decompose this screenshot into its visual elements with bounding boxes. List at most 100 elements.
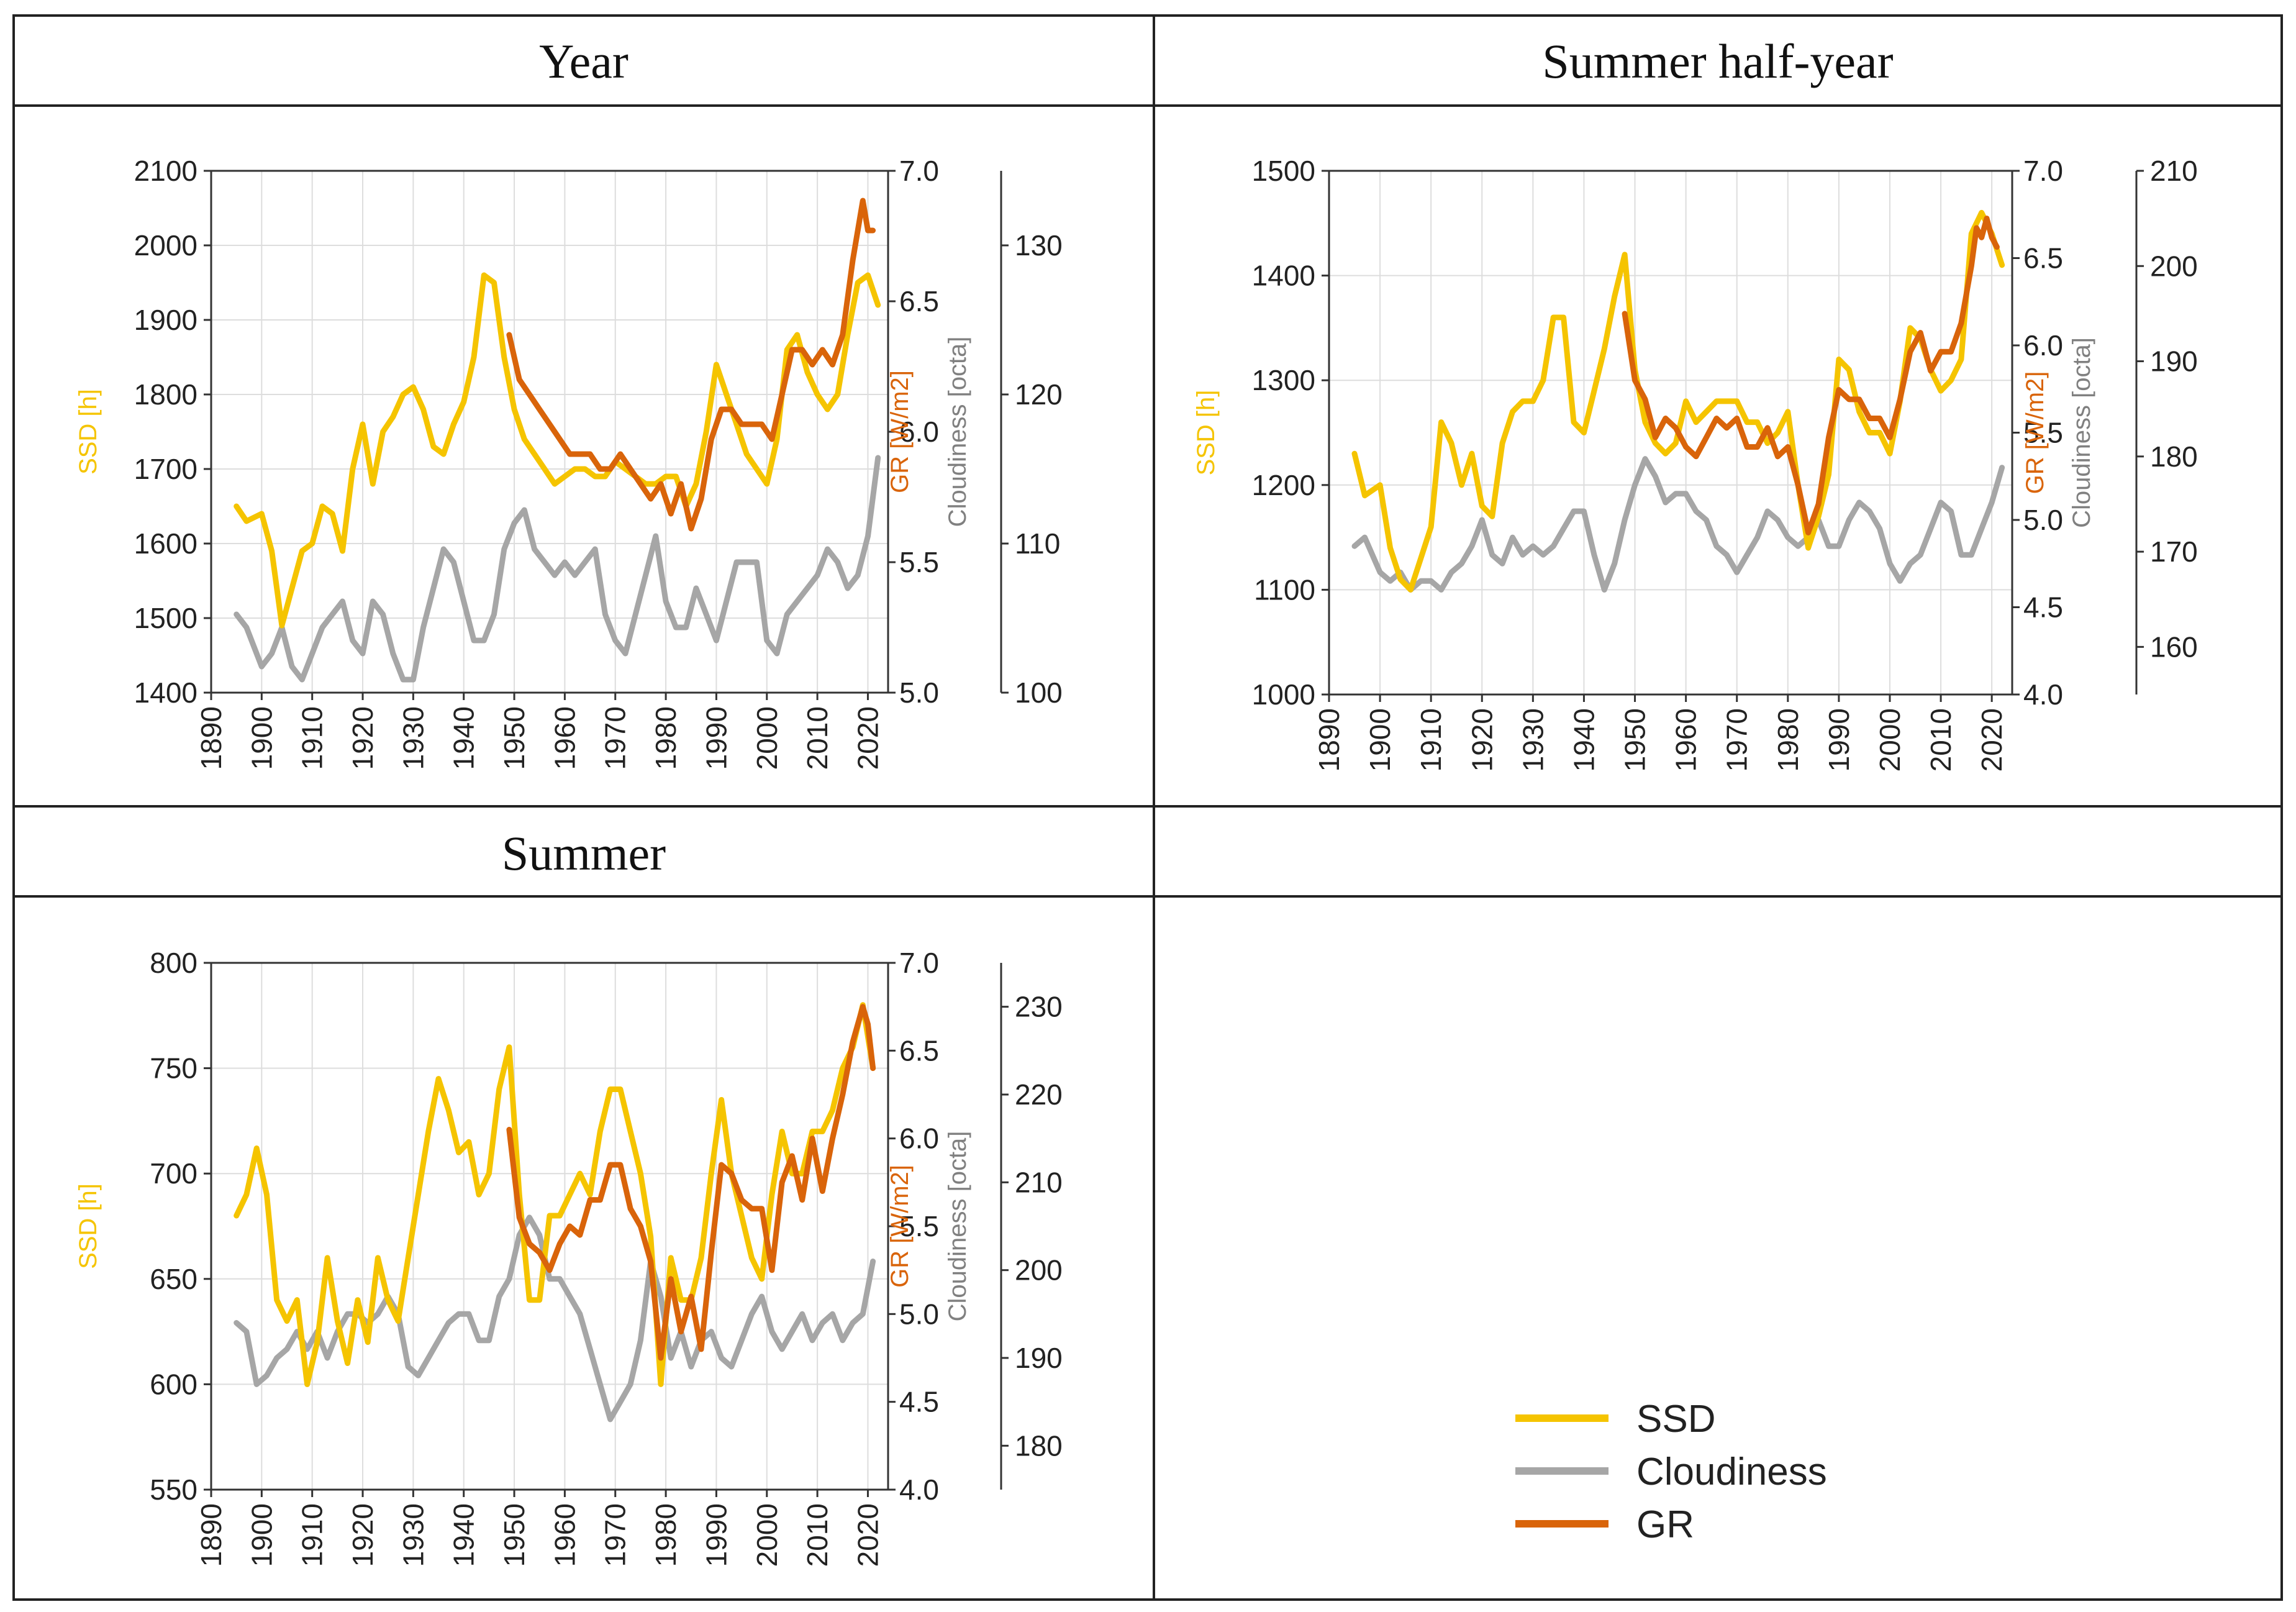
x-tick-label: 1950 xyxy=(498,706,530,770)
gr-tick-label: 210 xyxy=(1015,1166,1063,1198)
left-tick-label: 1900 xyxy=(134,304,197,336)
cloudiness-tick-label: 5.0 xyxy=(899,1298,939,1330)
x-tick-label: 1890 xyxy=(195,1503,227,1567)
x-tick-label: 2000 xyxy=(1874,708,1906,772)
left-tick-label: 750 xyxy=(150,1052,197,1085)
gr-tick-label: 210 xyxy=(2150,155,2198,187)
x-tick-label: 1970 xyxy=(599,706,632,770)
x-tick-label: 1950 xyxy=(1619,708,1651,772)
gr-axis-label: GR [W/m2] xyxy=(886,370,914,493)
cloudiness-tick-label: 4.0 xyxy=(2023,678,2063,711)
gr-tick-label: 200 xyxy=(1015,1254,1063,1286)
series-cloudiness-year xyxy=(234,455,881,683)
cloudiness-tick-label: 5.5 xyxy=(2023,417,2063,449)
x-tick-label: 1890 xyxy=(1313,708,1345,772)
x-tick-label: 2020 xyxy=(851,706,884,770)
cloudiness-axis-label: Cloudiness [octa] xyxy=(944,337,971,527)
left-tick-label: 1400 xyxy=(134,676,197,709)
gr-axis: 180 190 200 210 220 230 xyxy=(1000,963,1063,1490)
x-axis-ticks: 1890 1900 1910 1920 1930 1940 1950 1960 1970 1980… xyxy=(1313,694,2008,772)
x-tick-label: 1980 xyxy=(650,706,682,770)
left-axis-ticks: 1400 1500 1600 1700 1800 1900 2000 2100 xyxy=(134,155,211,709)
cloudiness-axis-ticks: 4.0 4.5 5.0 5.5 6.0 6.5 7.0 xyxy=(2012,155,2063,711)
gr-axis: 160 170 180 190 200 210 xyxy=(2135,155,2198,694)
series-cloudiness-summer xyxy=(234,1214,876,1423)
gr-tick-label: 190 xyxy=(1015,1342,1063,1374)
legend-label-gr: GR xyxy=(1636,1503,1694,1546)
left-tick-label: 600 xyxy=(150,1368,197,1400)
x-tick-label: 1990 xyxy=(1823,708,1855,772)
left-axis-label: SSD [h] xyxy=(75,1183,102,1269)
legend-item-ssd: SSD xyxy=(1515,1398,1715,1441)
left-tick-label: 800 xyxy=(150,947,197,979)
x-tick-label: 1960 xyxy=(548,1503,581,1567)
cloudiness-tick-label: 5.5 xyxy=(899,1210,939,1242)
cloudiness-tick-label: 4.5 xyxy=(899,1386,939,1418)
cloudiness-tick-label: 7.0 xyxy=(899,947,939,979)
gr-tick-label: 200 xyxy=(2150,250,2198,282)
x-tick-label: 1990 xyxy=(700,706,732,770)
series-gr-summer xyxy=(506,1004,876,1361)
gr-tick-label: 160 xyxy=(2150,631,2198,663)
x-tick-label: 1920 xyxy=(347,1503,379,1567)
panel-title-summer: Summer xyxy=(502,826,666,880)
left-tick-label: 650 xyxy=(150,1263,197,1295)
left-tick-label: 2000 xyxy=(134,229,197,262)
x-tick-label: 1910 xyxy=(296,1503,329,1567)
x-axis-ticks: 1890 1900 1910 1920 1930 1940 1950 1960 1970 1980… xyxy=(195,1490,884,1567)
left-tick-label: 1300 xyxy=(1252,364,1315,396)
chart-summer-half-year: 1890 1900 1910 1920 1930 1940 1950 1960 1970 1980… xyxy=(1192,155,2198,772)
gr-tick-label: 100 xyxy=(1015,676,1063,709)
cloudiness-tick-label: 5.0 xyxy=(2023,504,2063,536)
x-tick-label: 1930 xyxy=(397,1503,429,1567)
cloudiness-tick-label: 6.0 xyxy=(2023,329,2063,362)
cloudiness-tick-label: 7.0 xyxy=(899,155,939,187)
x-tick-label: 1970 xyxy=(599,1503,632,1567)
series-ssd-year xyxy=(234,272,881,629)
panel-title-year: Year xyxy=(539,34,628,88)
cloudiness-tick-label: 6.5 xyxy=(899,285,939,317)
gr-tick-label: 180 xyxy=(1015,1429,1063,1462)
x-tick-label: 1910 xyxy=(1415,708,1447,772)
x-tick-label: 2010 xyxy=(801,1503,833,1567)
legend-item-gr: GR xyxy=(1515,1503,1694,1546)
series-ssd-summer-half-year xyxy=(1351,209,2005,593)
cloudiness-tick-label: 4.5 xyxy=(2023,591,2063,624)
gr-tick-label: 220 xyxy=(1015,1078,1063,1111)
gridlines xyxy=(1328,170,2012,695)
x-tick-label: 1920 xyxy=(1466,708,1498,772)
x-tick-label: 2000 xyxy=(751,706,783,770)
x-tick-label: 1940 xyxy=(448,706,480,770)
gr-axis-label: GR [W/m2] xyxy=(2021,371,2049,494)
cloudiness-tick-label: 5.0 xyxy=(899,676,939,709)
left-tick-label: 1000 xyxy=(1252,678,1315,711)
x-axis-ticks: 1890 1900 1910 1920 1930 1940 1950 1960 1970 1980… xyxy=(195,693,884,770)
series-ssd-summer xyxy=(234,1002,876,1387)
table-grid xyxy=(12,14,2283,1601)
legend-label-cloudiness: Cloudiness xyxy=(1636,1450,1827,1493)
left-tick-label: 1500 xyxy=(1252,155,1315,187)
chart-year: 1890 1900 1910 1920 1930 1940 1950 1960 1970 1980… xyxy=(75,155,1063,770)
gr-tick-label: 120 xyxy=(1015,378,1063,411)
x-tick-label: 1930 xyxy=(1517,708,1549,772)
x-tick-label: 1970 xyxy=(1721,708,1753,772)
left-axis-ticks: 550 600 650 700 750 800 xyxy=(150,947,211,1506)
left-tick-label: 1100 xyxy=(1254,573,1315,606)
left-axis-label: SSD [h] xyxy=(75,389,102,475)
x-tick-label: 1980 xyxy=(650,1503,682,1567)
gr-tick-label: 170 xyxy=(2150,535,2198,568)
gr-tick-label: 190 xyxy=(2150,345,2198,378)
chart-summer: 1890 1900 1910 1920 1930 1940 1950 1960 1970 1980… xyxy=(75,947,1063,1567)
series-gr-year xyxy=(506,198,876,532)
left-tick-label: 1800 xyxy=(134,378,197,411)
x-tick-label: 1940 xyxy=(448,1503,480,1567)
x-tick-label: 1990 xyxy=(700,1503,732,1567)
cloudiness-tick-label: 6.0 xyxy=(899,416,939,448)
x-tick-label: 2020 xyxy=(851,1503,884,1567)
x-tick-label: 1920 xyxy=(347,706,379,770)
left-tick-label: 1700 xyxy=(134,453,197,485)
left-tick-label: 1500 xyxy=(134,602,197,634)
x-tick-label: 2020 xyxy=(1976,708,2008,772)
panel-title-summer-half-year: Summer half-year xyxy=(1542,34,1893,88)
